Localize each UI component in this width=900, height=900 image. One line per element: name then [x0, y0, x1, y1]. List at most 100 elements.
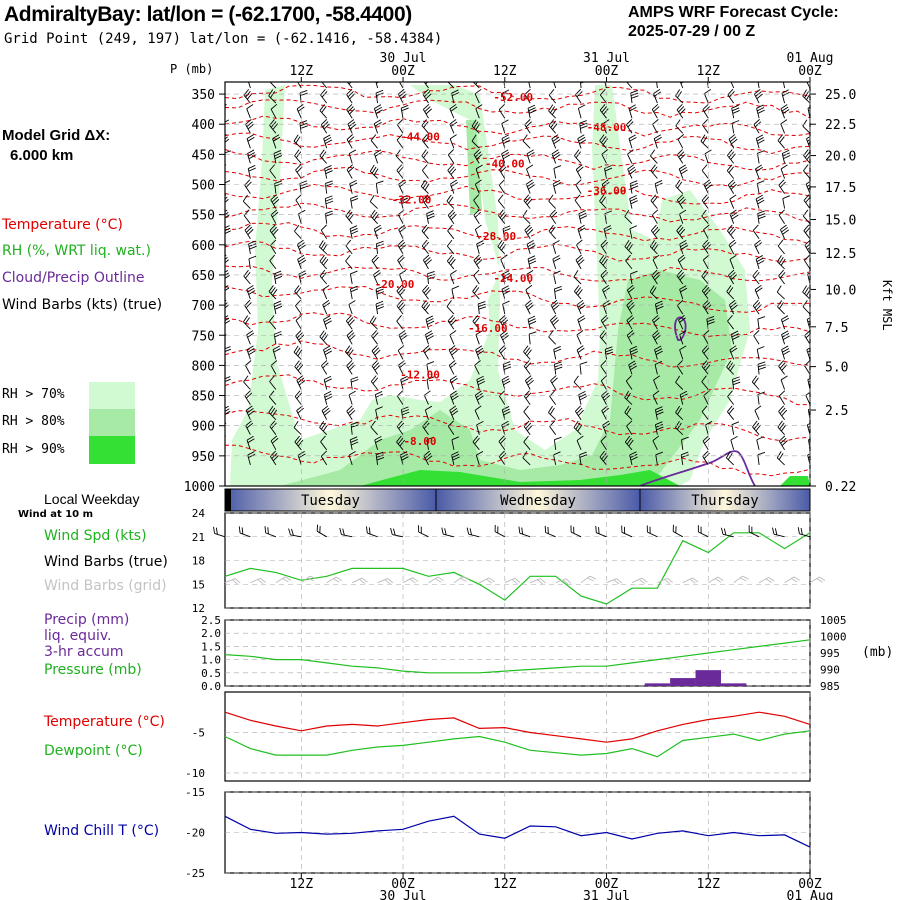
wind-barb-rot [646, 525, 658, 538]
wind-barb-flag [599, 88, 606, 96]
wind-barb-rot [727, 149, 736, 164]
wind-barb-staff [804, 260, 810, 270]
wind-barb [501, 406, 511, 420]
wind-barb [345, 239, 353, 255]
wind-barb-flag [544, 525, 547, 533]
wind-barb [754, 88, 764, 104]
wind-barb [324, 210, 334, 224]
wind-barb-staff [525, 289, 531, 300]
wind-barb-flag [401, 456, 409, 461]
wind-barb [225, 422, 227, 435]
bottom-hour-label: 12Z [493, 877, 517, 892]
wind-barb-staff [731, 424, 735, 435]
wind-barb-flag [225, 346, 231, 350]
wind-barb-flag [269, 254, 276, 262]
wind-barb [752, 269, 760, 285]
wind-barb-flag [247, 149, 255, 155]
wind-barb-flag [426, 361, 435, 365]
wind-barb [522, 134, 531, 149]
rh90-area-right [780, 476, 810, 486]
wind-barb-flag [426, 436, 435, 441]
wind-barb [578, 210, 588, 224]
top-hour-label: 00Z [391, 64, 415, 79]
wind-barb-staff [680, 454, 684, 465]
wind-barb-staff [319, 275, 328, 285]
wind-barb-staff [498, 395, 506, 405]
wind-barb [472, 285, 480, 300]
wind-barb [345, 82, 355, 89]
wind-barb [424, 330, 434, 345]
wind-barb [603, 82, 607, 89]
wind-barb-staff [603, 228, 607, 239]
wind-barb [573, 270, 582, 285]
wind-barb [654, 406, 664, 420]
wind-barb-flag [269, 224, 276, 231]
wind-barb-flag [679, 228, 686, 236]
wind-barb-flag [628, 360, 636, 366]
wind-barb [422, 254, 432, 270]
wind-barb [243, 375, 251, 390]
wind-barb-staff [476, 424, 480, 435]
wind-barb-flag [225, 320, 231, 325]
wind-barb-flag [602, 258, 608, 266]
wind-barb-rot [474, 360, 481, 375]
wind-barb-staff [272, 138, 277, 149]
wind-barb-flag [349, 364, 356, 371]
wind-barb-rot [729, 345, 738, 360]
wind-barb-flag [502, 300, 510, 305]
wind-barb [246, 330, 255, 345]
wind-barb-flag [268, 405, 274, 413]
wind-barb-flag [396, 134, 403, 141]
wind-speed-line [224, 532, 811, 605]
wind-barb-flag [450, 407, 458, 414]
wind-barb-flag [804, 254, 810, 261]
wind-barb-flag [630, 185, 639, 190]
wind-barb-rot [426, 361, 435, 375]
wind-barb-staff [675, 412, 684, 421]
wind-barb-flag [497, 239, 503, 247]
wind-barb [651, 103, 660, 119]
wind-barb-flag [574, 194, 581, 201]
wind-barb [473, 149, 483, 164]
wind-barb-staff [803, 200, 810, 209]
wind-barb [652, 390, 660, 405]
wind-barb-flag [756, 137, 764, 142]
wind-barb-staff [575, 169, 582, 179]
wind-barb-staff [250, 577, 261, 584]
top-date-label: 31 Jul [583, 51, 630, 66]
wind-barb [550, 375, 558, 390]
wind-barb-flag [451, 451, 459, 456]
wind-barb-flag [451, 285, 460, 290]
wind-barb-flag [248, 255, 257, 260]
wind-barb-flag [626, 420, 633, 427]
wind-barb-staff [548, 230, 557, 240]
wind-barb-rot [374, 82, 384, 89]
wind-barb-flag [501, 149, 509, 155]
wind-barb-rot [754, 164, 763, 179]
wind-barb-rot [552, 255, 561, 270]
wind-barb-flag [499, 164, 506, 171]
wind-barb [270, 209, 279, 224]
wind-barb-rot [575, 164, 584, 179]
wind-barb-staff [549, 214, 557, 224]
wind-barb [370, 375, 379, 390]
wind-barb-staff [579, 454, 582, 465]
wind-barb [804, 254, 810, 270]
pressure-line [224, 639, 811, 674]
wind-barb [474, 224, 482, 239]
wind-barb-flag [655, 406, 663, 411]
wind-barb-rot [448, 345, 458, 360]
wind-barb-flag [768, 576, 775, 582]
wind-barb-staff [349, 273, 353, 285]
wind-barb-flag [502, 154, 511, 160]
wind-barb-flag [297, 407, 305, 414]
wind-barb-rot [501, 134, 511, 149]
wind-barb-flag [525, 362, 532, 369]
wind-barb-flag [681, 436, 689, 441]
wind-barb-flag [472, 285, 478, 292]
rh80-area [280, 270, 732, 486]
wind-barb-rot [294, 224, 302, 240]
wind-barb [676, 194, 686, 209]
wind-barb [349, 285, 359, 300]
wind-barb-flag [376, 288, 384, 293]
